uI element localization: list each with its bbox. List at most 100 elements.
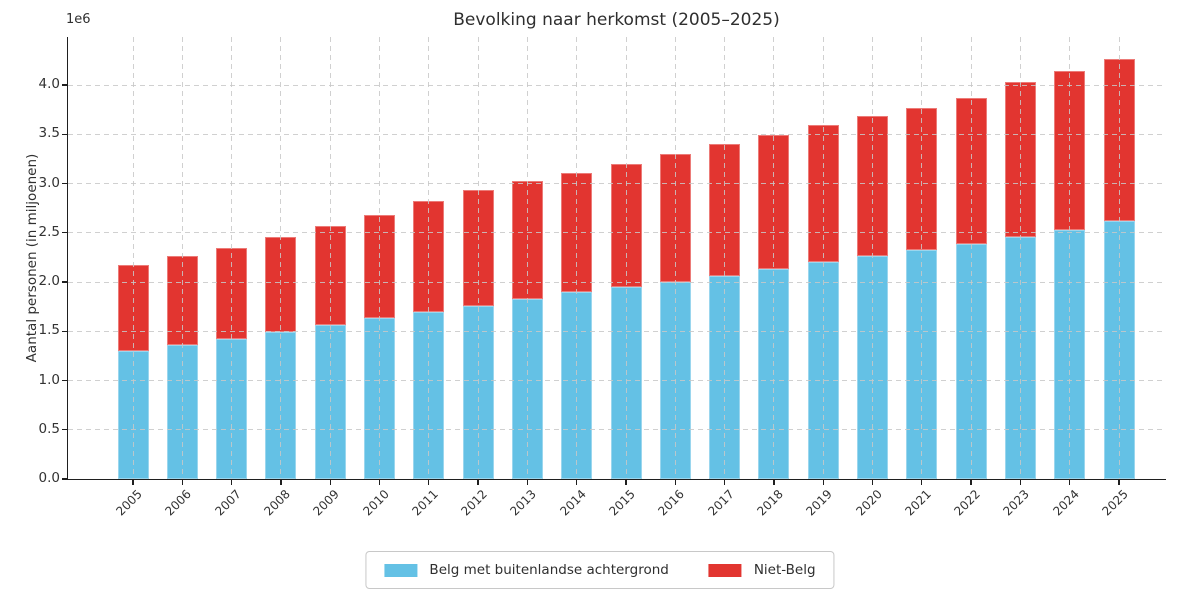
y-tick-label: 3.0 <box>38 174 60 191</box>
y-tick-label: 1.5 <box>38 322 60 339</box>
v-gridline <box>379 37 380 479</box>
y-tick-label: 1.0 <box>38 371 60 388</box>
x-tick-label: 2007 <box>211 487 244 519</box>
x-tick-mark <box>428 480 430 485</box>
legend-label-nietbelg: Niet-Belg <box>753 562 816 578</box>
v-gridline <box>921 37 923 479</box>
y-tick-mark <box>62 379 67 382</box>
legend-item-belg: Belg met buitenlandse achtergrond <box>384 562 669 578</box>
v-gridline <box>132 37 134 479</box>
x-tick-mark <box>576 480 578 485</box>
y-tick-mark <box>62 232 67 234</box>
v-gridline <box>231 37 233 479</box>
x-tick-label: 2010 <box>359 487 392 519</box>
x-tick-label: 2020 <box>852 487 885 519</box>
legend: Belg met buitenlandse achtergrond Niet-B… <box>365 551 835 589</box>
x-tick-label: 2022 <box>951 487 983 519</box>
x-tick-mark <box>181 480 183 485</box>
legend-swatch-belg-icon <box>384 563 418 577</box>
y-tick-mark <box>62 478 67 480</box>
legend-label-belg: Belg met buitenlandse achtergrond <box>429 562 669 578</box>
h-gridline <box>68 380 1165 381</box>
x-tick-label: 2013 <box>507 487 540 519</box>
v-gridline <box>724 37 726 479</box>
x-tick-mark <box>230 480 233 485</box>
x-tick-label: 2018 <box>754 487 786 519</box>
chart-title: Bevolking naar herkomst (2005–2025) <box>453 10 780 30</box>
x-tick-mark <box>822 480 824 485</box>
h-gridline <box>68 183 1165 184</box>
x-tick-label: 2021 <box>902 487 934 519</box>
x-tick-mark <box>329 480 331 485</box>
x-tick-label: 2008 <box>261 487 293 519</box>
y-axis-spine <box>66 37 69 480</box>
y-tick-mark <box>62 281 67 283</box>
h-gridline <box>68 84 1165 86</box>
y-tick-label: 2.5 <box>38 223 60 240</box>
x-tick-mark <box>280 480 282 485</box>
y-tick-label: 3.5 <box>38 125 60 142</box>
x-tick-mark <box>477 480 479 485</box>
x-axis-spine <box>66 478 1166 481</box>
y-tick-label: 0.0 <box>38 470 60 486</box>
h-gridline <box>68 429 1165 431</box>
h-gridline <box>68 133 1165 135</box>
x-tick-mark <box>132 480 134 485</box>
x-tick-mark <box>871 480 874 485</box>
h-gridline <box>68 281 1165 283</box>
x-tick-mark <box>378 480 381 485</box>
v-gridline <box>1069 37 1071 479</box>
y-tick-mark <box>62 429 67 431</box>
x-tick-mark <box>723 480 726 485</box>
x-tick-label: 2012 <box>458 487 490 519</box>
v-gridline <box>329 37 331 479</box>
v-gridline <box>872 37 873 479</box>
v-gridline <box>280 37 282 479</box>
x-tick-mark <box>1069 480 1071 485</box>
x-tick-label: 2015 <box>606 487 638 519</box>
v-gridline <box>1019 37 1021 479</box>
v-gridline <box>526 37 528 479</box>
x-tick-label: 2023 <box>1000 487 1033 519</box>
y-tick-mark <box>62 133 67 135</box>
x-tick-label: 2014 <box>557 487 589 519</box>
x-tick-mark <box>1118 480 1120 485</box>
x-tick-label: 2024 <box>1050 487 1082 519</box>
x-tick-label: 2011 <box>409 487 441 519</box>
v-gridline <box>822 37 824 479</box>
x-tick-mark <box>674 480 676 485</box>
x-tick-label: 2005 <box>113 487 145 519</box>
y-axis-offset-label: 1e6 <box>66 12 91 27</box>
x-tick-label: 2016 <box>655 487 688 519</box>
x-tick-label: 2019 <box>803 487 836 519</box>
v-gridline <box>576 37 578 479</box>
y-tick-label: 0.5 <box>38 420 60 437</box>
x-tick-mark <box>921 480 923 485</box>
v-gridline <box>674 37 676 479</box>
v-gridline <box>970 37 972 479</box>
v-gridline <box>477 37 479 479</box>
h-gridline <box>68 232 1165 234</box>
legend-item-nietbelg: Niet-Belg <box>708 562 816 578</box>
v-gridline <box>773 37 775 479</box>
x-tick-mark <box>773 480 775 485</box>
x-tick-mark <box>1019 480 1022 485</box>
x-tick-mark <box>625 480 627 485</box>
v-gridline <box>1118 37 1120 479</box>
y-tick-mark <box>62 330 67 332</box>
x-tick-label: 2009 <box>310 487 343 519</box>
x-tick-label: 2006 <box>162 487 195 519</box>
y-tick-label: 2.0 <box>38 273 60 289</box>
v-gridline <box>428 37 430 479</box>
y-tick-label: 4.0 <box>38 76 60 92</box>
v-gridline <box>181 37 183 479</box>
y-tick-mark <box>62 84 67 86</box>
x-tick-mark <box>970 480 972 485</box>
legend-swatch-nietbelg-icon <box>708 563 742 577</box>
h-gridline <box>68 330 1165 332</box>
v-gridline <box>625 37 627 479</box>
y-tick-mark <box>62 182 67 185</box>
x-tick-label: 2017 <box>704 487 737 519</box>
y-axis-label: Aantal personen (in miljoenen) <box>24 153 40 363</box>
